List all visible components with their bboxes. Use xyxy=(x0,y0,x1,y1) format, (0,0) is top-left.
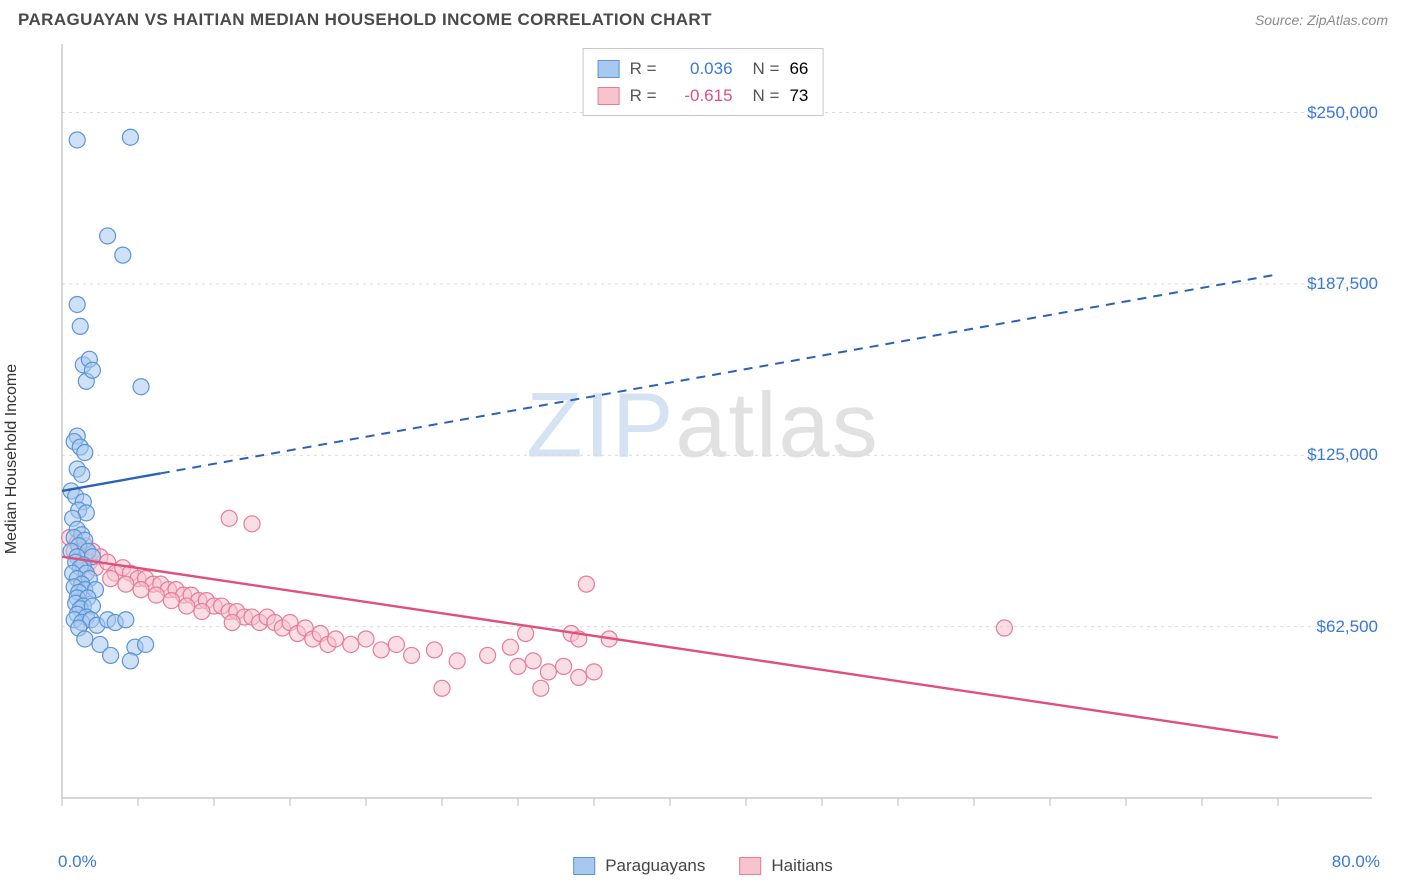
r-label: R = xyxy=(630,82,657,109)
n-value-1: 66 xyxy=(789,55,808,82)
ytick-label: $187,500 xyxy=(1307,274,1378,294)
legend-row-1: R = 0.036 N = 66 xyxy=(598,55,809,82)
chart-title: PARAGUAYAN VS HAITIAN MEDIAN HOUSEHOLD I… xyxy=(18,10,712,30)
chart-area: Median Household Income ZIPatlas R = 0.0… xyxy=(18,44,1388,874)
legend-swatch-1 xyxy=(598,60,620,78)
scatter-chart xyxy=(18,44,1372,874)
r-value-1: 0.036 xyxy=(667,55,733,82)
n-label: N = xyxy=(753,55,780,82)
series-legend: Paraguayans Haitians xyxy=(573,856,833,876)
legend-bottom-label-2: Haitians xyxy=(771,856,832,876)
legend-item-2: Haitians xyxy=(739,856,832,876)
correlation-legend: R = 0.036 N = 66 R = -0.615 N = 73 xyxy=(583,48,824,116)
legend-item-1: Paraguayans xyxy=(573,856,705,876)
legend-bottom-swatch-1 xyxy=(573,857,595,875)
ytick-label: $250,000 xyxy=(1307,103,1378,123)
legend-swatch-2 xyxy=(598,87,620,105)
xtick-min-label: 0.0% xyxy=(58,852,97,872)
source-label: Source: ZipAtlas.com xyxy=(1255,12,1388,28)
r-value-2: -0.615 xyxy=(667,82,733,109)
legend-row-2: R = -0.615 N = 73 xyxy=(598,82,809,109)
n-value-2: 73 xyxy=(789,82,808,109)
legend-bottom-swatch-2 xyxy=(739,857,761,875)
ytick-label: $125,000 xyxy=(1307,445,1378,465)
legend-bottom-label-1: Paraguayans xyxy=(605,856,705,876)
r-label: R = xyxy=(630,55,657,82)
n-label: N = xyxy=(753,82,780,109)
xtick-max-label: 80.0% xyxy=(1332,852,1380,872)
ytick-label: $62,500 xyxy=(1317,617,1378,637)
